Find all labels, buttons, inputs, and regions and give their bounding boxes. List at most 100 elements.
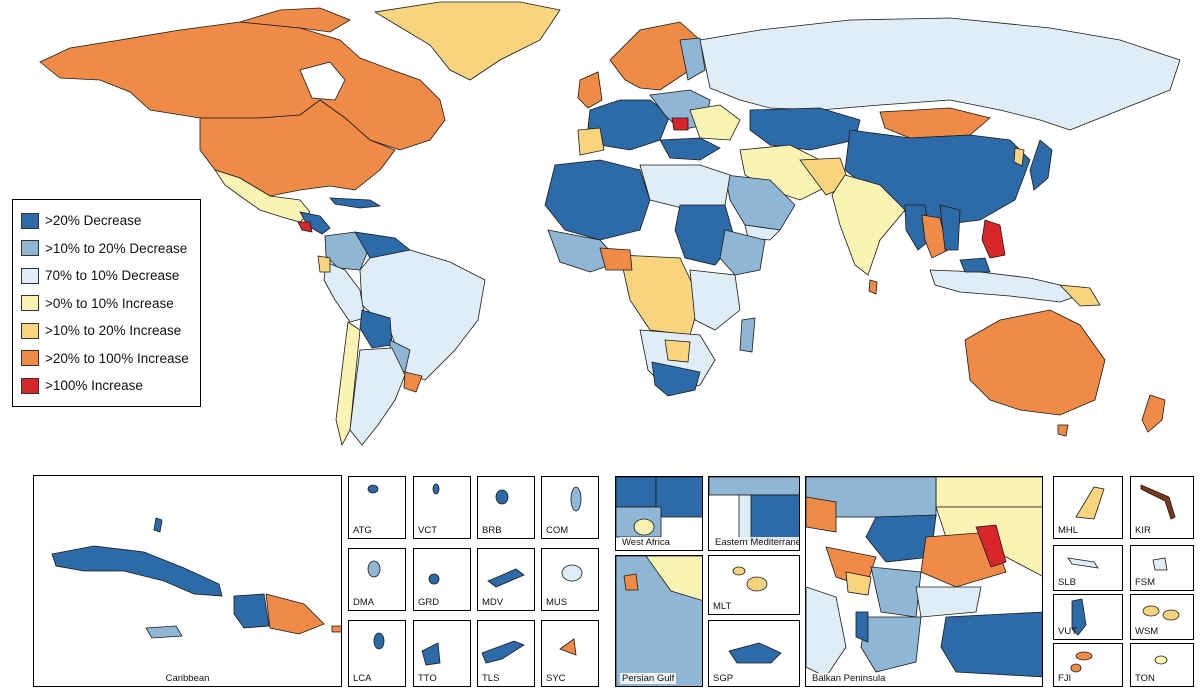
region-peru	[323, 261, 366, 323]
bk-region-serbia	[870, 566, 922, 618]
region-ecuador	[317, 255, 331, 273]
inset-label: FJI	[1058, 673, 1072, 684]
mlt-shapes	[732, 566, 768, 592]
inset-label: WSM	[1135, 626, 1159, 637]
region-yemen	[744, 224, 781, 241]
inset-label: LCA	[353, 673, 372, 684]
bk-region-hungary	[865, 514, 937, 563]
inset-label: GRD	[418, 597, 440, 608]
inset-grd: GRD	[413, 548, 471, 611]
legend-label: >20% to 100% Increase	[45, 350, 189, 366]
legend-item: >100% Increase	[21, 372, 192, 400]
syc-shape-svg	[559, 638, 577, 656]
caribbean-shapes	[51, 517, 341, 639]
vct-shape	[432, 483, 440, 495]
region-malaysia	[959, 257, 991, 273]
inset-persian-gulf: Persian Gulf	[615, 555, 703, 687]
vct-shape-svg	[432, 483, 440, 495]
com-shape-svg	[570, 486, 582, 512]
region-south-africa	[651, 361, 701, 397]
legend-swatch	[21, 377, 39, 394]
region-sri-lanka	[868, 279, 878, 295]
region-kazakhstan	[749, 107, 861, 151]
inset-slb: SLB	[1053, 545, 1123, 591]
region-uruguay	[403, 371, 423, 393]
inset-label: Balkan Peninsula	[810, 673, 888, 684]
fji-shape-2	[1070, 663, 1082, 673]
inset-label: TLS	[482, 673, 500, 684]
atg-shape-svg	[367, 484, 379, 494]
bk-region-bulgaria	[915, 586, 982, 618]
jamaica-shape	[145, 625, 183, 639]
region-new-zealand	[1141, 394, 1166, 433]
bk-region-greece	[860, 616, 922, 673]
inset-ton: TON	[1130, 643, 1194, 687]
mhl-shape	[1075, 486, 1105, 520]
inset-label: Caribbean	[165, 673, 210, 684]
inset-lca: LCA	[348, 620, 406, 687]
bk-region-italy	[806, 586, 847, 678]
pg-region-2	[645, 556, 702, 601]
inset-sgp: SGP	[708, 620, 800, 687]
tls-shape-svg	[481, 640, 525, 664]
region-east-africa	[689, 269, 741, 331]
inset-label: COM	[546, 525, 569, 536]
region-hudson-bay	[299, 61, 346, 101]
kir-shapes	[1140, 484, 1176, 520]
legend-swatch	[21, 240, 39, 257]
cuba-shape	[51, 545, 223, 597]
legend-item: >20% Decrease	[21, 207, 192, 235]
inset-caribbean: Caribbean	[33, 475, 342, 687]
inset-balkan: Balkan Peninsula	[805, 476, 1043, 687]
region-bolivia	[359, 309, 393, 349]
fsm-shape	[1152, 557, 1168, 571]
bahamas-shape	[153, 517, 163, 533]
inset-label: FSM	[1135, 577, 1156, 588]
inset-label: KIR	[1135, 525, 1151, 536]
dma-shape-svg	[367, 560, 381, 578]
legend-item: >10% to 20% Decrease	[21, 235, 192, 263]
wa-region-1	[616, 477, 657, 508]
region-uk	[577, 71, 603, 109]
east-med-shapes	[709, 477, 799, 541]
inset-mlt: MLT	[708, 555, 800, 615]
inset-west-africa: West Africa	[615, 476, 703, 551]
fji-shape-1	[1075, 651, 1093, 661]
inset-wsm: WSM	[1130, 594, 1194, 640]
slb-shapes	[1067, 557, 1099, 569]
legend-label: 70% to 10% Decrease	[45, 268, 180, 284]
inset-com: COM	[541, 476, 599, 539]
em-region-3	[738, 494, 752, 541]
legend-item: >10% to 20% Increase	[21, 317, 192, 345]
persian-gulf-shapes	[616, 556, 702, 686]
region-nigeria	[599, 247, 633, 271]
region-canada-islands	[239, 7, 351, 33]
region-romania	[671, 117, 689, 131]
inset-mus: MUS	[541, 548, 599, 611]
inset-dma: DMA	[348, 548, 406, 611]
inset-brb: BRB	[477, 476, 535, 539]
legend-swatch	[21, 322, 39, 339]
inset-label: SLB	[1058, 577, 1076, 588]
inset-label: TTO	[418, 673, 437, 684]
inset-label: SGP	[713, 673, 734, 684]
mlt-shape-1	[732, 566, 746, 576]
inset-syc: SYC	[541, 620, 599, 687]
legend-swatch	[21, 212, 39, 229]
wsm-shape-2	[1162, 609, 1180, 621]
inset-label: VCT	[418, 525, 437, 536]
tls-shape	[481, 640, 525, 664]
inset-label: DMA	[353, 597, 375, 608]
inset-atg: ATG	[348, 476, 406, 539]
com-shape	[570, 486, 582, 512]
mlt-shape-2	[746, 576, 768, 592]
wa-region-2	[655, 477, 702, 518]
region-guatemala	[297, 221, 313, 233]
syc-shape	[559, 638, 577, 656]
inset-label: VUT	[1058, 626, 1077, 637]
kir-shape	[1140, 484, 1176, 520]
region-indonesia	[929, 269, 1082, 303]
pg-region-3	[623, 573, 639, 591]
fsm-shapes	[1152, 557, 1168, 571]
hispaniola-west	[233, 593, 270, 629]
